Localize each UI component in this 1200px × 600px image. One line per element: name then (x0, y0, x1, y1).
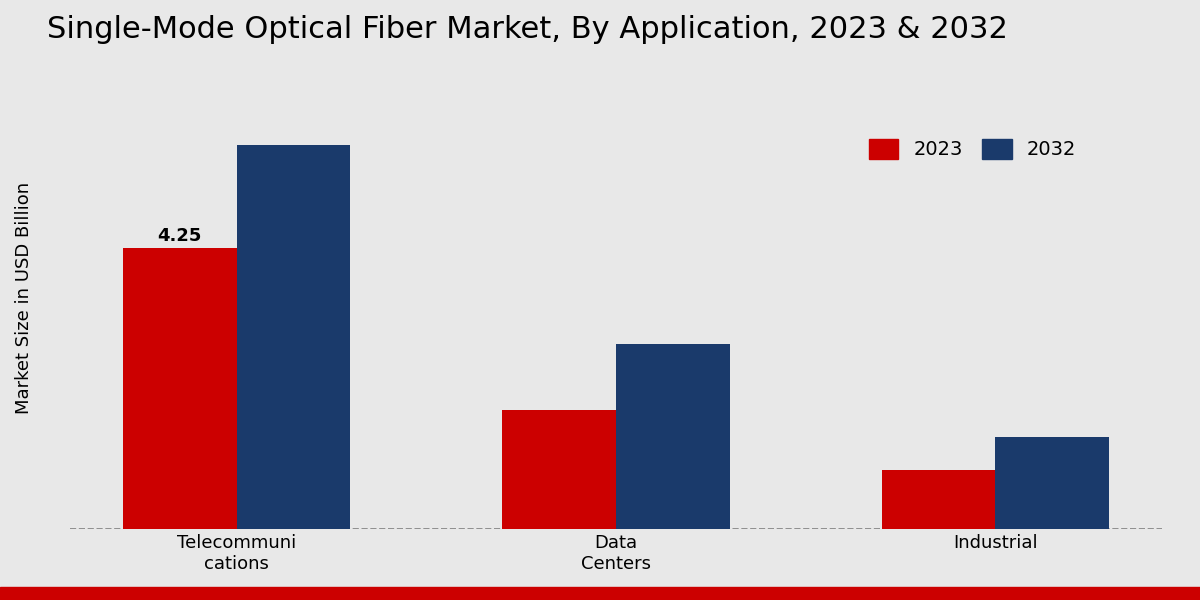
Bar (882, 470, 995, 529)
Y-axis label: Market Size in USD Billion: Market Size in USD Billion (14, 181, 34, 413)
Text: 4.25: 4.25 (157, 227, 202, 245)
Bar (502, 410, 616, 529)
Legend: 2023, 2032: 2023, 2032 (862, 131, 1085, 167)
Bar (616, 344, 730, 529)
Bar (236, 145, 350, 529)
Text: Single-Mode Optical Fiber Market, By Application, 2023 & 2032: Single-Mode Optical Fiber Market, By App… (47, 15, 1008, 44)
Bar (995, 437, 1109, 529)
Bar (122, 248, 236, 529)
